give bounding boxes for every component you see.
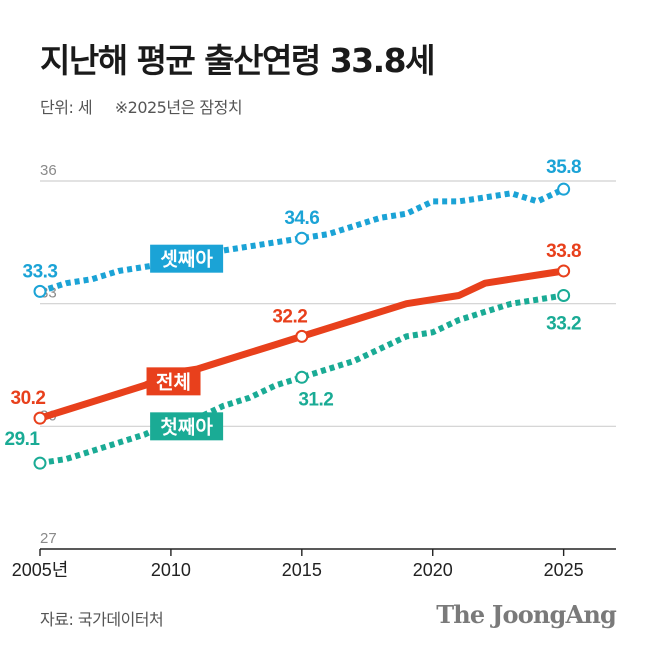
series-tag-label: 첫째아 bbox=[160, 416, 213, 438]
provisional-note: ※2025년은 잠정치 bbox=[114, 98, 243, 117]
data-label: 29.1 bbox=[5, 429, 41, 450]
unit-label: 단위: 세 bbox=[40, 98, 93, 117]
data-label: 34.6 bbox=[284, 208, 319, 229]
publisher-logo: The JoongAng bbox=[436, 600, 617, 629]
data-point-marker bbox=[33, 456, 47, 470]
data-point-marker bbox=[557, 264, 571, 278]
y-tick-label: 36 bbox=[40, 162, 57, 179]
x-tick-label: 2015 bbox=[282, 560, 322, 580]
series-line-third bbox=[39, 186, 565, 295]
data-point-marker bbox=[557, 288, 571, 302]
chart-title: 지난해 평균 출산연령 33.8세 bbox=[40, 41, 436, 80]
data-point-marker bbox=[295, 231, 309, 245]
data-label: 33.8 bbox=[546, 241, 581, 262]
data-point-marker bbox=[33, 284, 47, 298]
data-point-marker bbox=[295, 329, 309, 343]
data-label: 35.8 bbox=[546, 157, 581, 178]
data-point-marker bbox=[295, 370, 309, 384]
series-tag-box-first bbox=[150, 412, 224, 441]
series-tag-label: 셋째아 bbox=[160, 249, 213, 271]
x-tick-label: 2005년 bbox=[12, 560, 69, 580]
x-tick-label: 2020 bbox=[413, 560, 453, 580]
series-tag-label: 전체 bbox=[156, 371, 191, 393]
data-label: 33.3 bbox=[23, 261, 58, 282]
y-tick-label: 27 bbox=[40, 530, 57, 547]
data-label: 31.2 bbox=[298, 389, 333, 410]
data-label: 32.2 bbox=[272, 306, 307, 327]
data-label: 33.2 bbox=[546, 313, 581, 334]
series-line-first bbox=[39, 292, 565, 467]
series-tag-box-total bbox=[146, 367, 201, 396]
x-tick-label: 2025 bbox=[544, 560, 584, 580]
subtitle: 단위: 세 ※2025년은 잠정치 bbox=[40, 94, 243, 118]
data-point-marker bbox=[557, 182, 571, 196]
data-point-marker bbox=[33, 411, 47, 425]
data-label: 30.2 bbox=[11, 388, 46, 409]
source-text: 자료: 국가데이터처 bbox=[40, 610, 164, 629]
series-tag-box-third bbox=[150, 244, 224, 273]
x-tick-label: 2010 bbox=[151, 560, 191, 580]
